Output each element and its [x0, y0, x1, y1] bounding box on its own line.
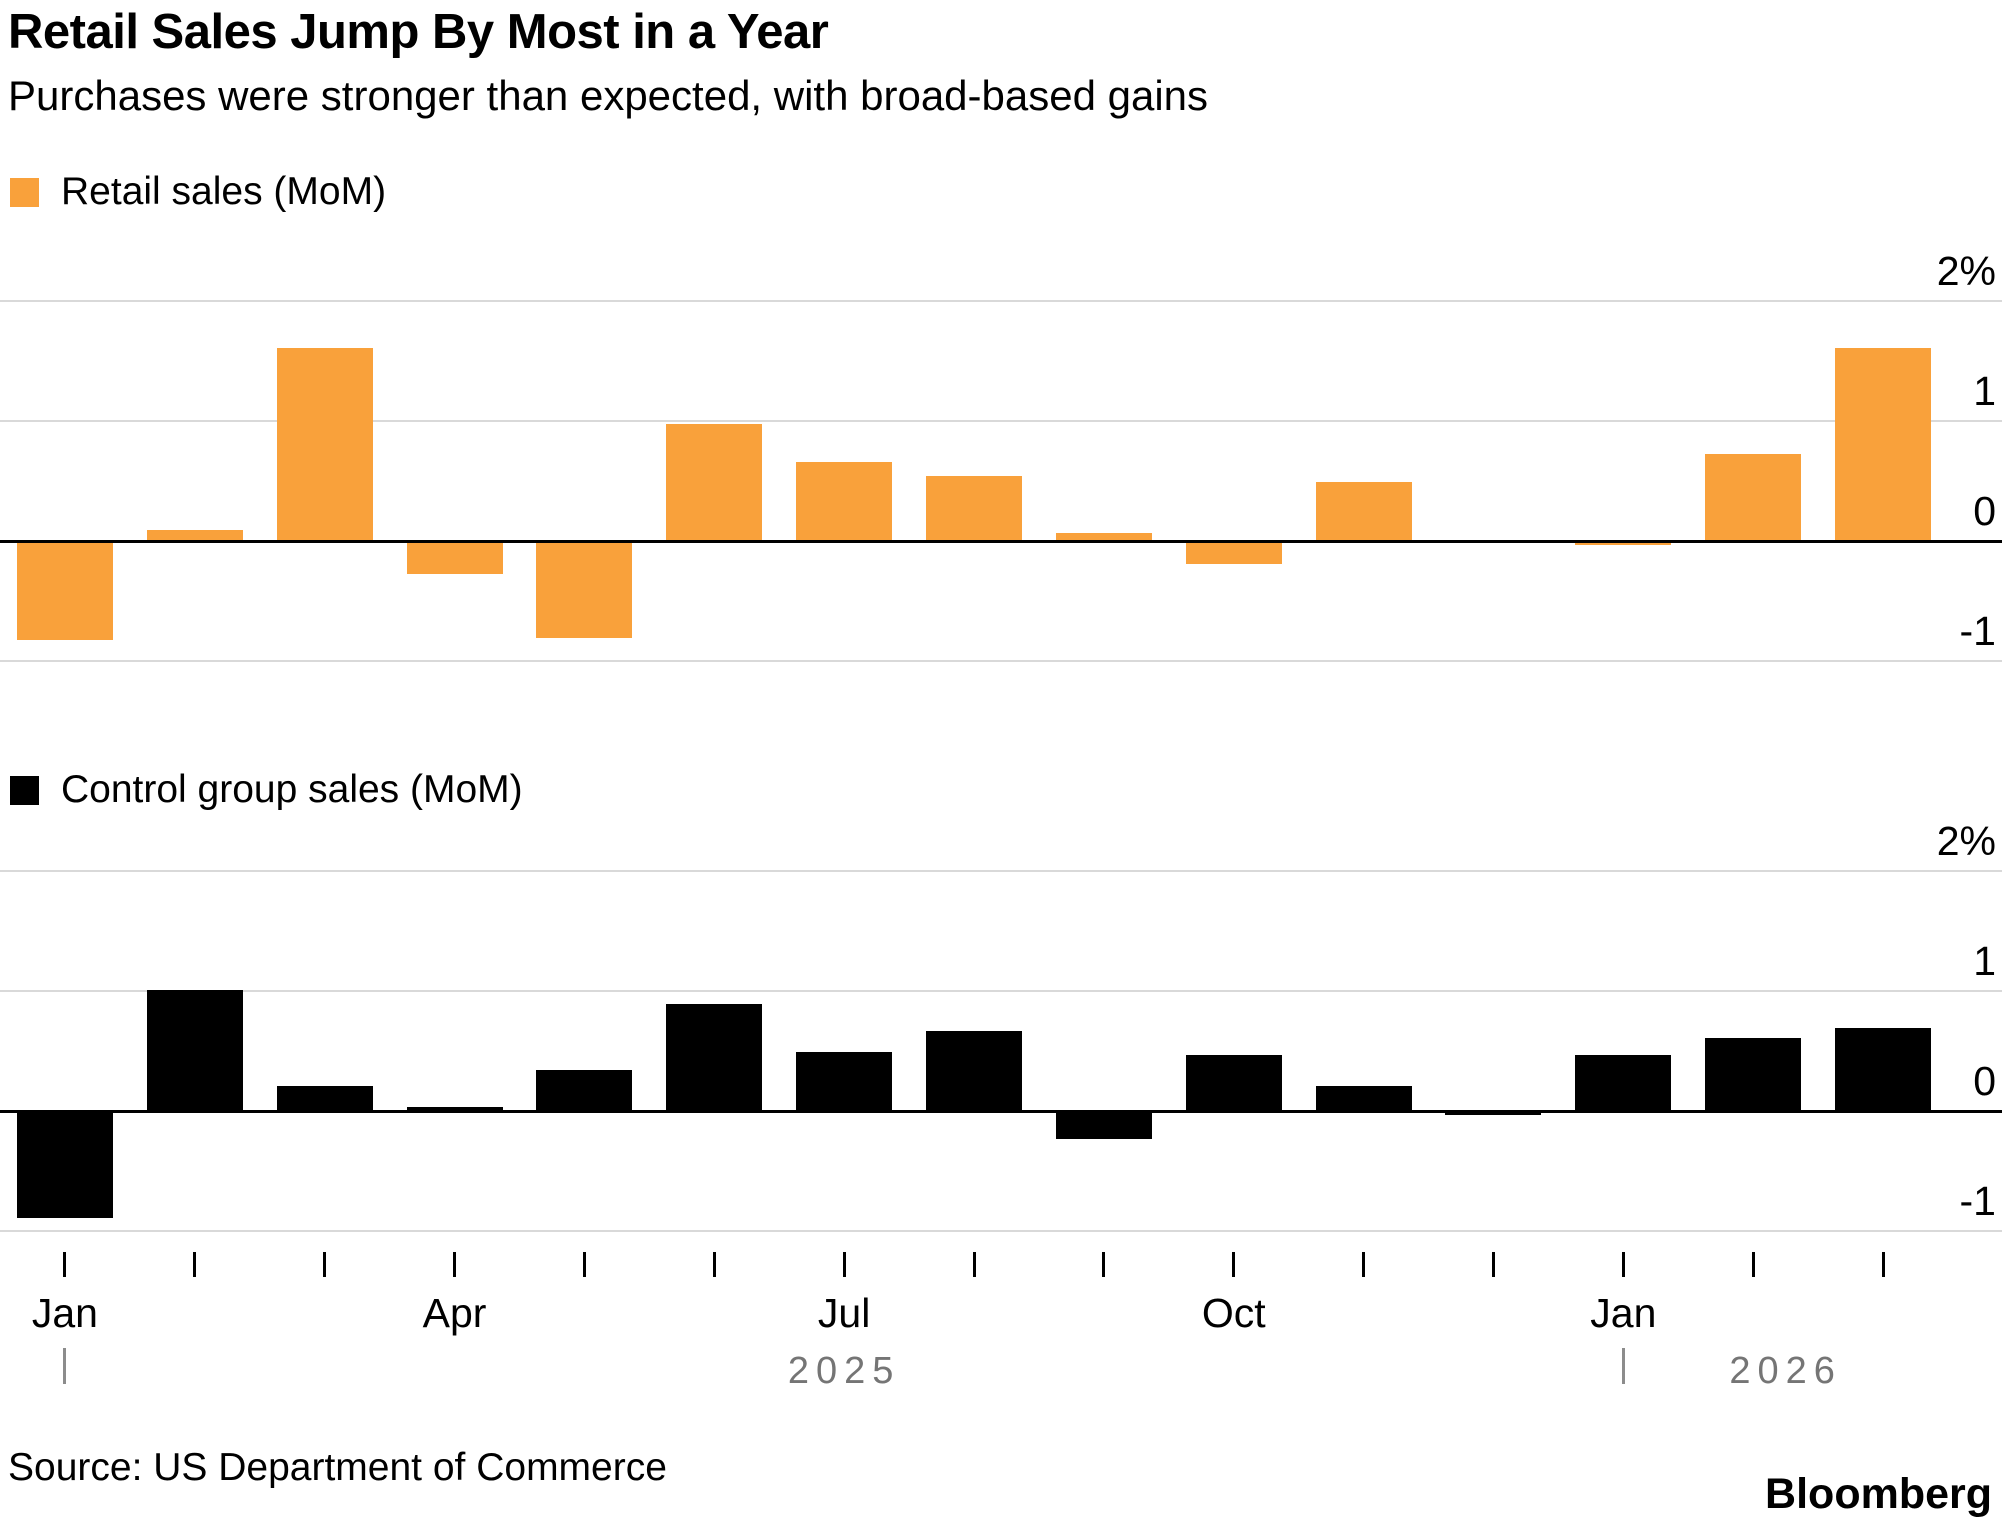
x-axis-tick	[582, 1252, 586, 1277]
bar-retail	[146, 530, 243, 540]
zero-line	[0, 1110, 2002, 1113]
x-axis-tick	[193, 1252, 197, 1277]
x-axis-tick	[1362, 1252, 1366, 1277]
y-axis-label: -1	[1959, 608, 1996, 654]
bar-retail	[1315, 482, 1412, 540]
bar-retail	[1835, 348, 1932, 540]
source-note: Source: US Department of Commerce	[8, 1446, 667, 1489]
chart-title: Retail Sales Jump By Most in a Year	[8, 5, 829, 59]
x-axis-tick	[1751, 1252, 1755, 1277]
gridline	[0, 990, 2002, 992]
gridline	[0, 660, 2002, 662]
bar-retail	[276, 348, 373, 540]
legend-label-retail: Retail sales (MoM)	[61, 170, 387, 213]
y-axis-label: 2%	[1936, 248, 1996, 294]
bar-retail	[1705, 453, 1802, 540]
x-axis-tick	[1621, 1252, 1625, 1277]
x-axis-tick	[453, 1252, 457, 1277]
zero-line	[0, 540, 2002, 543]
y-axis-label: -1	[1959, 1178, 1996, 1224]
y-axis-label: 1	[1973, 938, 1996, 984]
bar-control	[536, 1070, 633, 1110]
gridline	[0, 1230, 2002, 1232]
legend-label-control: Control group sales (MoM)	[61, 768, 523, 811]
y-axis-label: 2%	[1936, 818, 1996, 864]
year-label: 2026	[1729, 1350, 1842, 1392]
bar-control	[1575, 1054, 1672, 1110]
year-label: 2025	[787, 1350, 901, 1392]
x-axis-tick	[712, 1252, 716, 1277]
y-axis-label: 0	[1973, 488, 1996, 534]
bar-retail	[1055, 532, 1152, 540]
bar-control	[666, 1004, 763, 1110]
x-axis-tick	[1232, 1252, 1236, 1277]
x-axis-tick	[1491, 1252, 1495, 1277]
bar-control	[1835, 1028, 1932, 1110]
bar-retail	[926, 476, 1022, 540]
x-axis-label: Jul	[817, 1290, 871, 1336]
bar-control	[276, 1086, 373, 1110]
gridline	[0, 300, 2002, 302]
bloomberg-logo: Bloomberg	[1765, 1470, 1992, 1518]
bar-retail	[16, 540, 113, 640]
chart-subtitle: Purchases were stronger than expected, w…	[8, 72, 1209, 119]
retail-sales-chart: 2% 1 0 -1	[0, 251, 2002, 682]
bar-control	[1055, 1110, 1152, 1139]
y-axis-label: 1	[1973, 368, 1996, 414]
bar-retail	[1185, 540, 1282, 564]
gridline	[0, 870, 2002, 872]
x-axis-tick	[1102, 1252, 1106, 1277]
bar-control	[1185, 1054, 1282, 1110]
x-axis-tick	[1881, 1252, 1885, 1277]
bar-control	[1705, 1038, 1802, 1110]
year-tick	[1621, 1348, 1625, 1384]
x-axis-label: Jan	[1590, 1290, 1657, 1336]
y-axis-label: 0	[1973, 1058, 1996, 1104]
legend-swatch-retail	[10, 177, 39, 207]
bar-retail	[536, 540, 633, 639]
x-axis-tick	[842, 1252, 846, 1277]
x-axis-tick	[972, 1252, 976, 1277]
bar-retail	[796, 462, 893, 540]
x-axis-label: Apr	[422, 1290, 487, 1336]
x-axis-tick	[323, 1252, 327, 1277]
x-axis-label: Jan	[31, 1290, 98, 1336]
x-axis-tick	[63, 1252, 67, 1277]
bar-control	[796, 1052, 893, 1110]
year-tick	[63, 1348, 67, 1384]
bar-control	[926, 1030, 1022, 1110]
x-axis-label: Oct	[1201, 1290, 1266, 1336]
bar-control	[1315, 1086, 1412, 1110]
legend-control-group: Control group sales (MoM)	[10, 768, 523, 812]
legend-swatch-control	[10, 775, 39, 805]
control-group-chart: 2% 1 0 -1	[0, 821, 2002, 1252]
bar-control	[16, 1110, 113, 1218]
gridline	[0, 420, 2002, 422]
bar-control	[146, 990, 243, 1110]
bar-retail	[666, 423, 763, 540]
legend-retail-sales: Retail sales (MoM)	[10, 170, 386, 214]
bar-control	[406, 1107, 503, 1110]
bar-retail	[406, 540, 503, 574]
